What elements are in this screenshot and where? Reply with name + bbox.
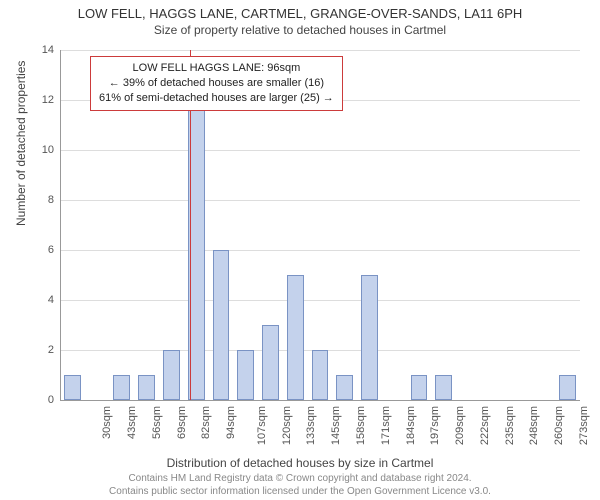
bar	[336, 375, 353, 400]
x-tick-label: 82sqm	[200, 406, 212, 439]
y-tick-label: 4	[26, 294, 54, 306]
bar	[64, 375, 81, 400]
y-tick-label: 0	[26, 394, 54, 406]
x-tick-label: 158sqm	[355, 406, 367, 445]
x-tick-label: 56sqm	[151, 406, 163, 439]
x-tick-label: 30sqm	[101, 406, 113, 439]
x-tick-label: 94sqm	[225, 406, 237, 439]
grid-line	[60, 150, 580, 151]
bar	[411, 375, 428, 400]
footer-line-2: Contains public sector information licen…	[0, 486, 600, 499]
x-tick-label: 273sqm	[578, 406, 590, 445]
y-tick-label: 12	[26, 94, 54, 106]
bar	[287, 275, 304, 400]
x-tick-label: 197sqm	[429, 406, 441, 445]
grid-line	[60, 250, 580, 251]
y-tick-label: 14	[26, 44, 54, 56]
bar	[435, 375, 452, 400]
bar	[559, 375, 576, 400]
chart-footer: Contains HM Land Registry data © Crown c…	[0, 473, 600, 498]
bar	[237, 350, 254, 400]
x-tick-label: 171sqm	[380, 406, 392, 445]
bar	[361, 275, 378, 400]
bar	[163, 350, 180, 400]
x-tick-label: 145sqm	[330, 406, 342, 445]
grid-line	[60, 50, 580, 51]
y-axis-line	[60, 50, 61, 400]
x-tick-label: 235sqm	[504, 406, 516, 445]
y-tick-label: 10	[26, 144, 54, 156]
x-axis-line	[60, 400, 580, 401]
chart-subtitle: Size of property relative to detached ho…	[0, 23, 600, 37]
x-tick-label: 69sqm	[176, 406, 188, 439]
info-line-1: LOW FELL HAGGS LANE: 96sqm	[99, 61, 334, 76]
x-axis-label: Distribution of detached houses by size …	[0, 456, 600, 470]
x-tick-label: 184sqm	[405, 406, 417, 445]
bar	[312, 350, 329, 400]
bar	[113, 375, 130, 400]
x-tick-label: 133sqm	[306, 406, 318, 445]
y-tick-label: 6	[26, 244, 54, 256]
chart-title: LOW FELL, HAGGS LANE, CARTMEL, GRANGE-OV…	[0, 0, 600, 21]
grid-line	[60, 300, 580, 301]
footer-line-1: Contains HM Land Registry data © Crown c…	[0, 473, 600, 486]
y-tick-label: 8	[26, 194, 54, 206]
info-line-2: ← 39% of detached houses are smaller (16…	[99, 76, 334, 91]
bar	[213, 250, 230, 400]
info-line-3: 61% of semi-detached houses are larger (…	[99, 91, 334, 106]
x-tick-label: 120sqm	[281, 406, 293, 445]
x-tick-label: 260sqm	[553, 406, 565, 445]
bar	[262, 325, 279, 400]
x-tick-label: 209sqm	[454, 406, 466, 445]
y-tick-label: 2	[26, 344, 54, 356]
property-info-box: LOW FELL HAGGS LANE: 96sqm← 39% of detac…	[90, 56, 343, 111]
x-tick-label: 107sqm	[256, 406, 268, 445]
x-tick-label: 222sqm	[479, 406, 491, 445]
plot-area: 0246810121430sqm43sqm56sqm69sqm82sqm94sq…	[60, 50, 580, 400]
x-tick-label: 248sqm	[528, 406, 540, 445]
grid-line	[60, 200, 580, 201]
x-tick-label: 43sqm	[126, 406, 138, 439]
bar	[138, 375, 155, 400]
